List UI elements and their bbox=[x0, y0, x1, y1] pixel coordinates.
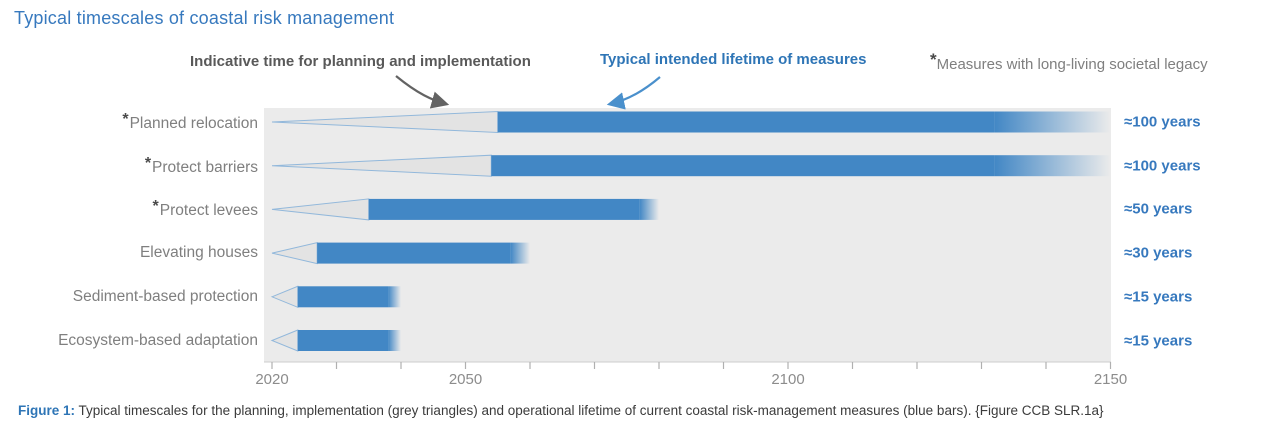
figure-caption-text: Typical timescales for the planning, imp… bbox=[75, 403, 1104, 418]
duration-label-4: ≈15 years bbox=[1124, 288, 1193, 306]
x-tick-label-2100: 2100 bbox=[771, 371, 805, 388]
legacy-annotation: *Measures with long-living societal lega… bbox=[930, 50, 1208, 73]
lifetime-bar bbox=[317, 242, 511, 264]
category-label-3: Elevating houses bbox=[139, 244, 258, 262]
legacy-annotation-text: Measures with long-living societal legac… bbox=[936, 56, 1208, 73]
lifetime-bar-fade bbox=[510, 242, 530, 264]
lifetime-bar bbox=[368, 198, 640, 220]
duration-label-2: ≈50 years bbox=[1124, 200, 1193, 218]
duration-label-5: ≈15 years bbox=[1124, 332, 1193, 349]
x-tick-label-2050: 2050 bbox=[448, 371, 483, 388]
figure-caption-prefix: Figure 1: bbox=[18, 403, 76, 418]
asterisk-icon: * bbox=[122, 111, 129, 128]
category-label-4: Sediment-based protection bbox=[72, 287, 258, 305]
lifetime-bar-fade bbox=[388, 286, 401, 308]
duration-label-0: ≈100 years bbox=[1124, 113, 1201, 131]
asterisk-icon: * bbox=[144, 154, 152, 172]
category-label-0: *Planned relocation bbox=[122, 111, 258, 132]
planning-annotation: Indicative time for planning and impleme… bbox=[190, 53, 531, 70]
x-tick-label-2020: 2020 bbox=[255, 371, 289, 388]
lifetime-bar bbox=[297, 286, 389, 308]
duration-label-1: ≈100 years bbox=[1124, 157, 1201, 175]
category-label-5: Ecosystem-based adaptation bbox=[58, 331, 258, 349]
lifetime-annotation: Typical intended lifetime of measures bbox=[600, 51, 867, 68]
duration-label-3: ≈30 years bbox=[1124, 244, 1193, 262]
chart-title: Typical timescales of coastal risk manag… bbox=[14, 8, 395, 28]
lifetime-bar-fade bbox=[639, 198, 659, 220]
category-label-1: *Protect barriers bbox=[144, 154, 258, 176]
lifetime-bar bbox=[491, 155, 995, 177]
lifetime-bar bbox=[297, 330, 389, 351]
asterisk-icon: * bbox=[930, 50, 937, 69]
asterisk-icon: * bbox=[152, 198, 159, 216]
lifetime-bar bbox=[497, 111, 995, 133]
category-label-2: *Protect levees bbox=[152, 198, 258, 220]
lifetime-bar-fade bbox=[994, 111, 1111, 133]
plot-area bbox=[264, 108, 1111, 362]
lifetime-bar-fade bbox=[388, 330, 401, 351]
lifetime-bar-fade bbox=[994, 155, 1111, 177]
x-tick-label-2150: 2150 bbox=[1093, 371, 1128, 388]
figure-caption: Figure 1: Typical timescales for the pla… bbox=[18, 403, 1104, 418]
